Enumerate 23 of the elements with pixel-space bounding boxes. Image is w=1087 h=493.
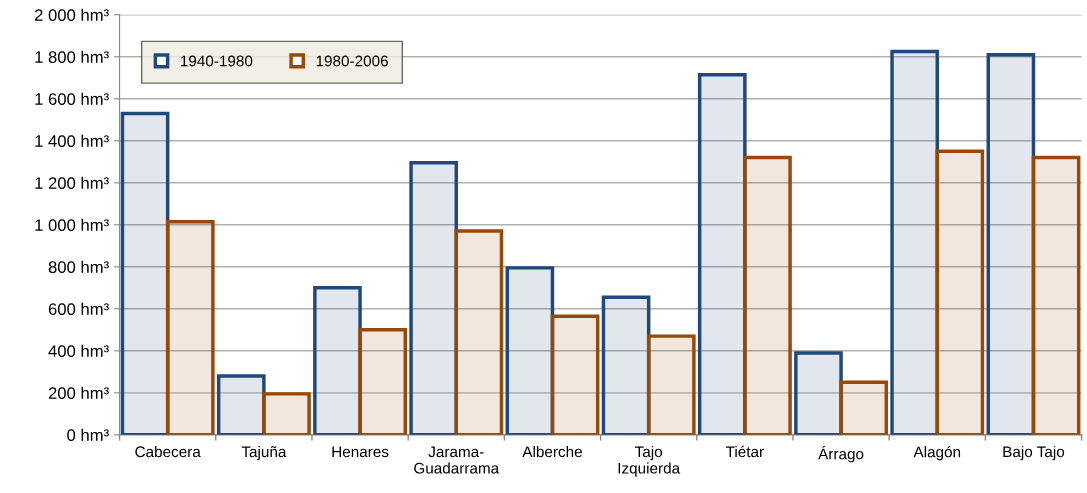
y-tick-label: 400 hm³ (48, 344, 109, 358)
x-tick-label: Alberche (522, 445, 582, 458)
x-tick-label: Cabecera (135, 445, 201, 458)
y-tick-label: 0 hm³ (67, 428, 109, 442)
x-tick-label: Tiétar (725, 445, 764, 458)
y-tick-label: 1 800 hm³ (35, 50, 109, 63)
x-tick-label: Henares (332, 446, 389, 458)
legend-label: 1940-1980 (181, 55, 253, 67)
y-tick-label: 800 hm³ (48, 260, 109, 274)
y-tick-label: 200 hm³ (48, 386, 109, 400)
y-tick-label: 1 400 hm³ (35, 134, 109, 147)
y-tick-label: 600 hm³ (48, 302, 109, 316)
x-tick-label: Jarama- Guadarrama (414, 446, 500, 474)
x-tick-label: Árrago (818, 445, 864, 463)
y-tick-label: 2 000 hm³ (34, 8, 109, 21)
x-tick-label: Alagón (913, 445, 961, 461)
y-tick-label: 1 200 hm³ (35, 176, 109, 190)
y-tick-label: 1 600 hm³ (35, 92, 109, 105)
x-tick-label: Tajo Izquierda (618, 445, 681, 477)
x-tick-label: Bajo Tajo (1003, 445, 1065, 461)
x-tick-label: Tajuña (241, 445, 287, 461)
y-tick-label: 1 000 hm³ (35, 218, 109, 232)
legend-label: 1980-2006 (316, 55, 388, 67)
